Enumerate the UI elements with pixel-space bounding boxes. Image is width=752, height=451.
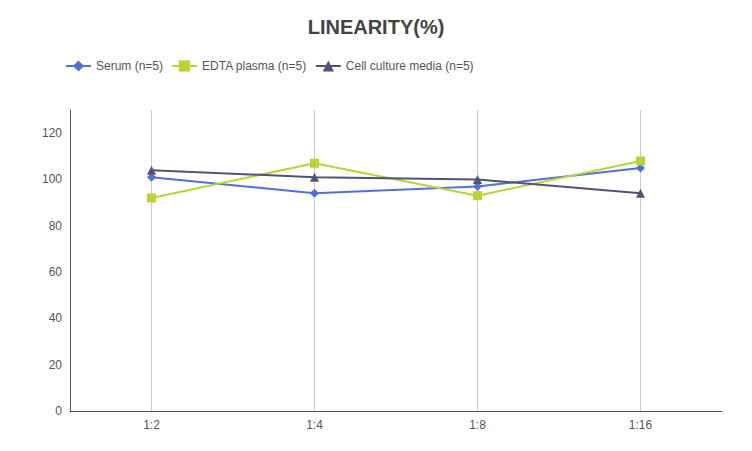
svg-text:Serum (n=5): Serum (n=5): [96, 59, 163, 73]
svg-text:0: 0: [55, 404, 62, 418]
svg-text:120: 120: [42, 126, 62, 140]
svg-text:20: 20: [49, 358, 63, 372]
svg-text:1:4: 1:4: [306, 418, 323, 432]
svg-text:60: 60: [49, 265, 63, 279]
svg-text:EDTA plasma (n=5): EDTA plasma (n=5): [202, 59, 306, 73]
svg-text:40: 40: [49, 311, 63, 325]
svg-text:80: 80: [49, 219, 63, 233]
svg-text:1:8: 1:8: [469, 418, 486, 432]
svg-text:Cell culture media (n=5): Cell culture media (n=5): [346, 59, 474, 73]
svg-text:100: 100: [42, 172, 62, 186]
svg-text:1:16: 1:16: [629, 418, 653, 432]
svg-text:1:2: 1:2: [143, 418, 160, 432]
svg-text:LINEARITY(%): LINEARITY(%): [308, 16, 445, 38]
